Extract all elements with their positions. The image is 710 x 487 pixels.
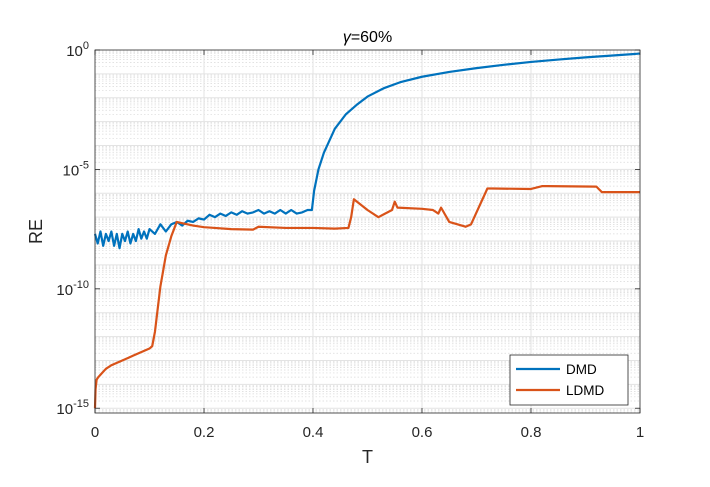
y-tick-label: 100 [66,40,89,60]
axis-ticks [94,49,641,413]
x-tick-label: 0.2 [194,424,215,441]
title-gamma: γ [343,29,352,46]
legend-label-dmd: DMD [566,362,597,377]
title-rest: =60% [351,29,392,46]
series-line-dmd [93,52,641,250]
y-axis-label: RE [26,219,46,244]
chart-title: γ=60% [343,29,392,46]
x-tick-label: 1 [636,424,644,441]
series-layer [93,52,641,409]
legend-label-ldmd: LDMD [566,383,605,398]
y-tick-labels: 100 10-5 10-10 10-15 [56,40,89,418]
y-tick-label: 10-15 [56,398,89,418]
x-tick-labels: 0 0.2 0.4 0.6 0.8 1 [91,424,644,441]
y-tick-label: 10-5 [63,159,89,179]
x-axis-label: T [362,447,373,467]
x-tick-label: 0.4 [303,424,324,441]
legend: DMD LDMD [509,354,629,406]
y-tick-label: 10-10 [56,279,89,299]
plot-frame [94,49,641,414]
x-tick-label: 0.8 [521,424,542,441]
series-line-ldmd [93,185,640,409]
legend-box [509,354,629,406]
x-tick-label: 0 [91,424,99,441]
major-gridlines [95,50,640,413]
x-tick-label: 0.6 [412,424,433,441]
plot-area [95,50,640,413]
